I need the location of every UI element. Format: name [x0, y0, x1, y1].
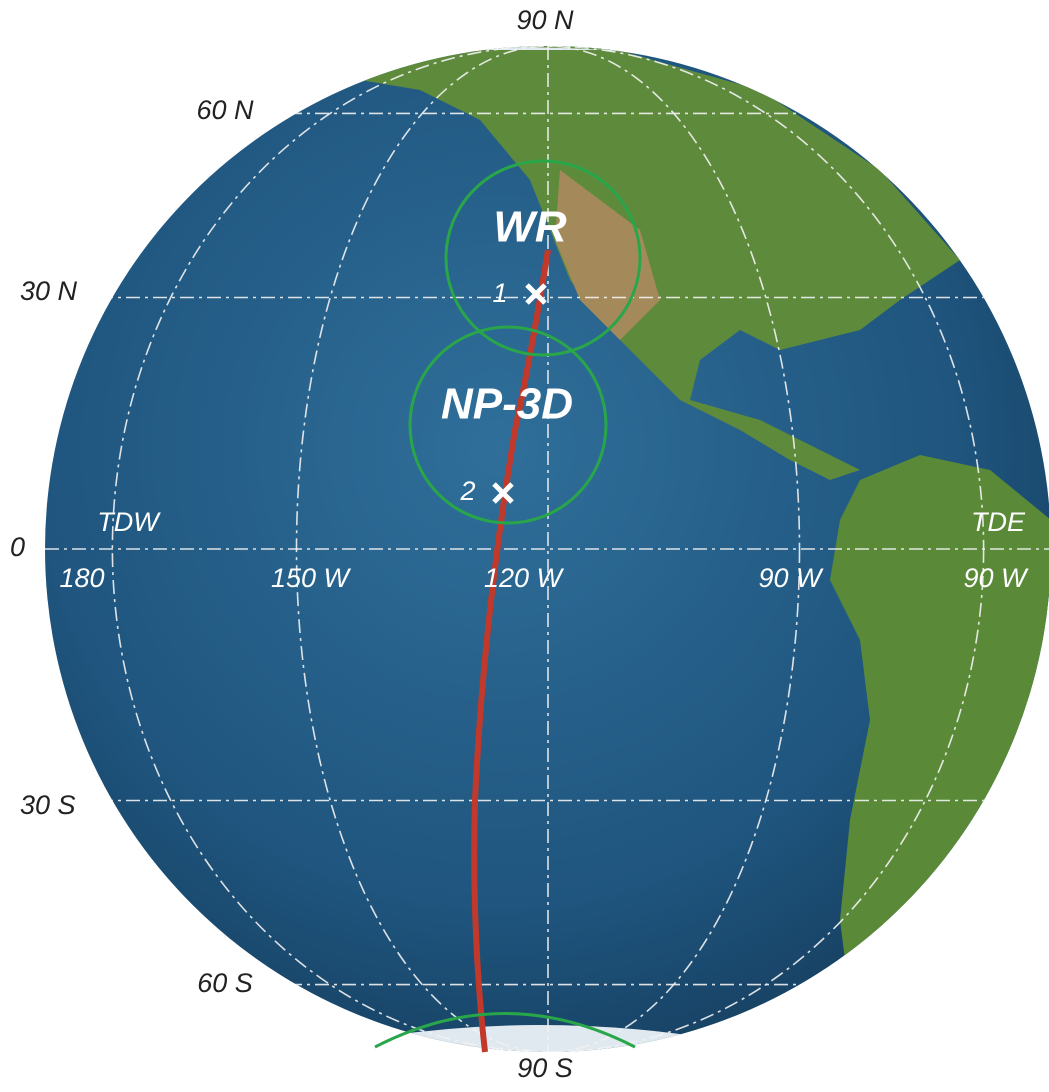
- longitude-label: 180: [59, 563, 104, 593]
- zone-label: WR: [493, 203, 567, 252]
- longitude-label: 90 W: [963, 563, 1029, 593]
- dateline-label: TDE: [971, 507, 1026, 537]
- latitude-label: 30 S: [20, 790, 76, 820]
- latitude-label: 0: [10, 532, 25, 562]
- latitude-label: 90 N: [516, 5, 574, 35]
- dateline-label: TDW: [97, 507, 161, 537]
- longitude-label: 150 W: [271, 563, 352, 593]
- latitude-label: 60 S: [197, 968, 253, 998]
- point-label: 2: [459, 476, 475, 506]
- latitude-label: 90 S: [517, 1053, 573, 1083]
- latitude-label: 30 N: [20, 276, 78, 306]
- longitude-label: 120 W: [484, 563, 565, 593]
- longitude-label: 90 W: [758, 563, 824, 593]
- map: 90 N 60 N 30 N 0 30 S 60 S 90 S 180 150 W 120 W 90…: [0, 0, 1049, 1092]
- zone-label: NP-3D: [441, 380, 573, 429]
- latitude-label: 60 N: [196, 95, 254, 125]
- point-label: 1: [492, 278, 507, 308]
